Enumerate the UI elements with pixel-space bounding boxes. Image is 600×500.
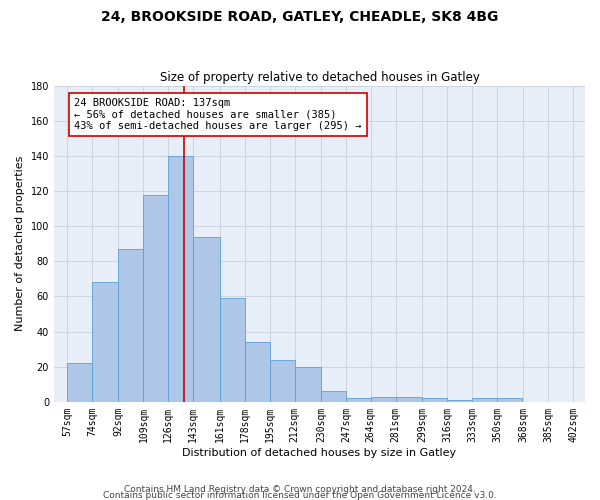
Text: 24, BROOKSIDE ROAD, GATLEY, CHEADLE, SK8 4BG: 24, BROOKSIDE ROAD, GATLEY, CHEADLE, SK8… (101, 10, 499, 24)
Text: 24 BROOKSIDE ROAD: 137sqm
← 56% of detached houses are smaller (385)
43% of semi: 24 BROOKSIDE ROAD: 137sqm ← 56% of detac… (74, 98, 362, 131)
Bar (143, 194, 169, 402)
Bar (497, 398, 522, 402)
Bar (220, 298, 245, 402)
Bar (472, 398, 497, 402)
Bar (193, 236, 220, 402)
Bar (169, 156, 193, 402)
Bar (346, 398, 371, 402)
Bar (447, 400, 472, 402)
Text: Contains HM Land Registry data © Crown copyright and database right 2024.: Contains HM Land Registry data © Crown c… (124, 484, 476, 494)
X-axis label: Distribution of detached houses by size in Gatley: Distribution of detached houses by size … (182, 448, 457, 458)
Bar (371, 396, 396, 402)
Title: Size of property relative to detached houses in Gatley: Size of property relative to detached ho… (160, 72, 479, 85)
Bar (245, 342, 269, 402)
Bar (67, 363, 92, 402)
Bar (269, 360, 295, 402)
Bar (295, 366, 321, 402)
Bar (422, 398, 447, 402)
Bar (92, 282, 118, 402)
Bar (321, 392, 346, 402)
Bar (396, 396, 422, 402)
Bar (118, 249, 143, 402)
Y-axis label: Number of detached properties: Number of detached properties (15, 156, 25, 332)
Text: Contains public sector information licensed under the Open Government Licence v3: Contains public sector information licen… (103, 490, 497, 500)
